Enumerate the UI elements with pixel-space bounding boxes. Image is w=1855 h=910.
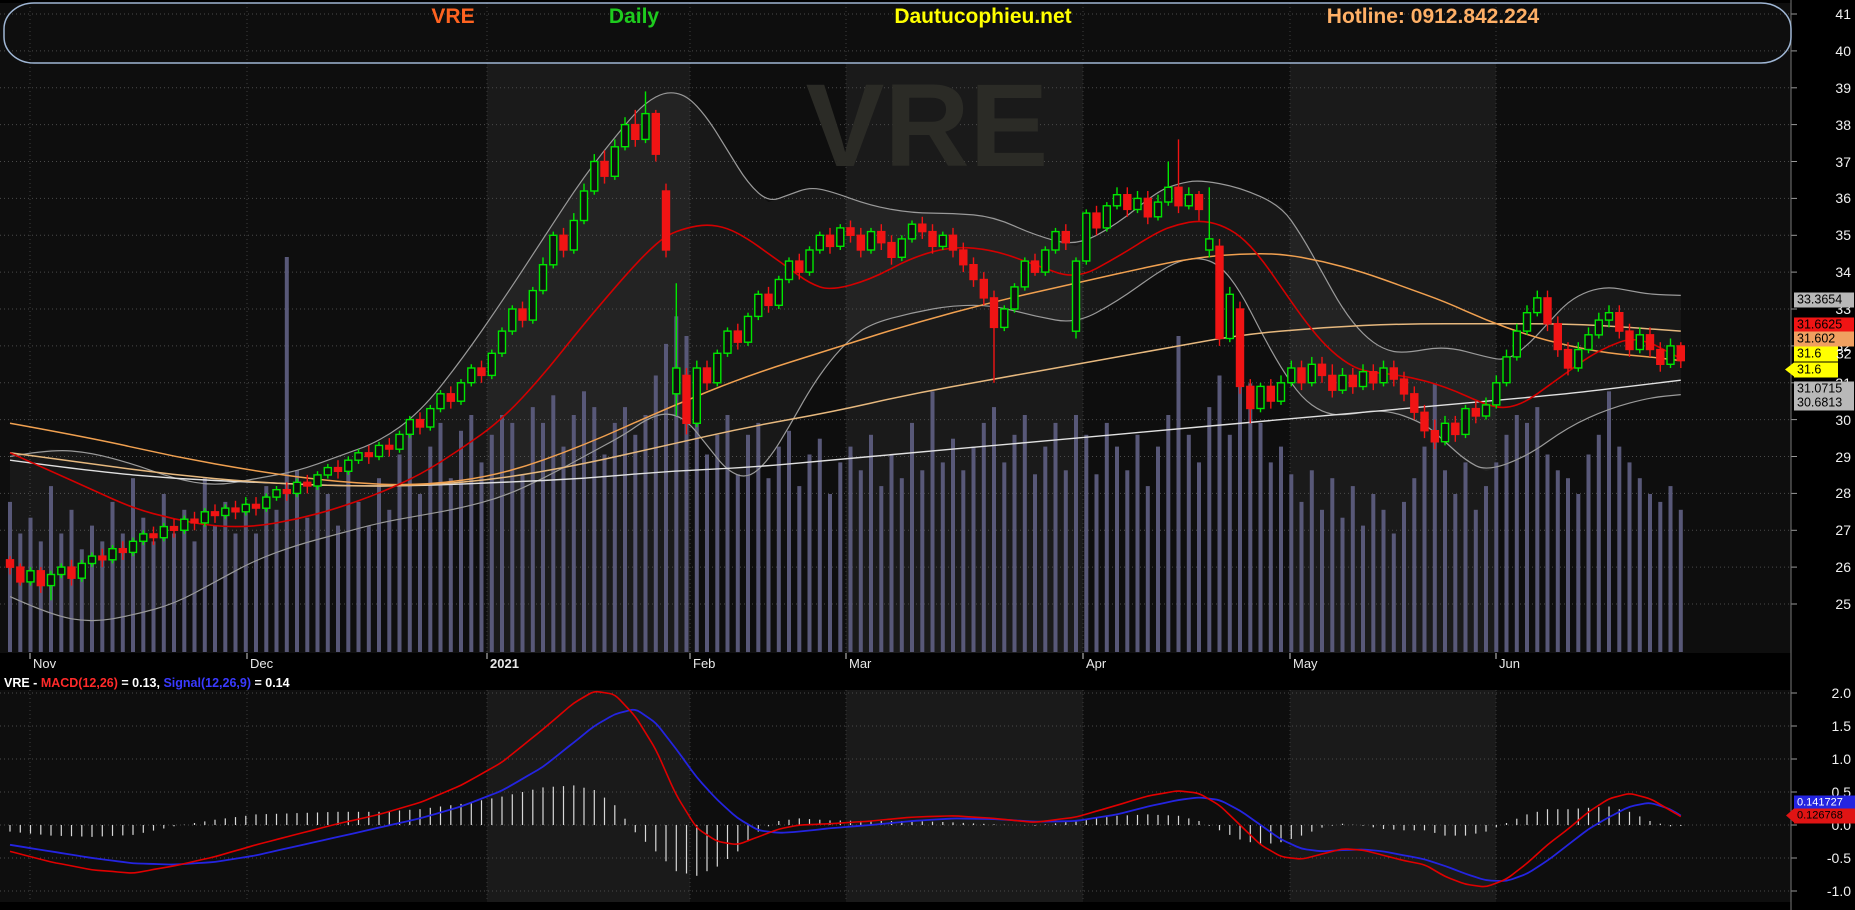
macd-axis-label: 1.5 [1831, 718, 1851, 734]
hotline-label: Hotline: 0912.842.224 [1326, 5, 1540, 28]
price-axis-label: 37 [1835, 153, 1851, 170]
macd-axis-label: 2.0 [1831, 685, 1851, 701]
price-axis-label: 41 [1835, 6, 1851, 22]
month-label: 2021 [490, 656, 519, 671]
price-axis-label: 28 [1835, 485, 1851, 502]
price-axis-label: 25 [1835, 596, 1851, 612]
month-label: Feb [693, 656, 716, 671]
month-label: Nov [33, 656, 57, 671]
macd-axis-label: -1.0 [1826, 883, 1851, 899]
price-axis-label: 34 [1835, 264, 1851, 281]
macd-value-badge: 0.126768 [1786, 808, 1855, 824]
macd-indicator-label: VRE - MACD(12,26) = 0.13, Signal(12,26,9… [4, 676, 290, 690]
price-axis-label: 36 [1835, 190, 1851, 207]
month-label: May [1293, 656, 1318, 671]
timeframe-label: Daily [608, 5, 660, 28]
macd-name: MACD(12,26) [40, 676, 118, 690]
macd-axis-label: 1.0 [1831, 751, 1851, 767]
month-label: Jun [1499, 656, 1520, 671]
price-axis-label: 35 [1835, 227, 1851, 244]
month-label: Dec [250, 656, 274, 671]
price-axis-label: 29 [1835, 448, 1851, 465]
price-badge: 30.6813 [1794, 395, 1854, 411]
price-badge: 31.0715 [1794, 381, 1854, 397]
price-badge: 31.6625 [1794, 317, 1854, 333]
price-axis-label: 32 [1836, 345, 1852, 362]
month-label: Apr [1086, 656, 1107, 671]
symbol-title: VRE [431, 5, 475, 28]
price-axis-label: 40 [1835, 42, 1851, 59]
price-axis-label: 38 [1835, 116, 1851, 133]
macd-axis-label: -0.5 [1826, 850, 1851, 866]
signal-value: = 0.14 [251, 676, 290, 690]
price-badge: 33.3654 [1794, 292, 1854, 308]
price-axis-label: 27 [1835, 522, 1851, 539]
price-axis-label: 39 [1835, 79, 1851, 96]
price-axis-label: 26 [1835, 559, 1851, 576]
macd-value: = 0.13, [117, 676, 164, 690]
site-brand-label: Dautucophieu.net [894, 5, 1072, 28]
watermark-text: VRE [806, 60, 1049, 192]
macd-label-prefix: VRE - [4, 676, 41, 690]
price-axis-label: 30 [1835, 411, 1851, 428]
price-badge: 31.602 [1794, 331, 1854, 347]
signal-name: Signal(12,26,9) [163, 676, 251, 690]
price-badge: 31.6 [1785, 362, 1838, 378]
price-badge: 31.6 32 [1794, 346, 1852, 362]
macd-value-badge: 0.141727 [1794, 795, 1855, 811]
month-label: Mar [849, 656, 872, 671]
